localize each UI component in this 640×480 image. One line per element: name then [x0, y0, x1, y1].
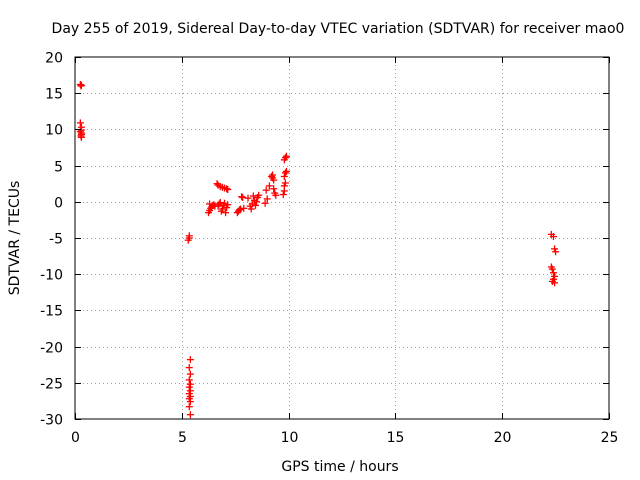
data-point [269, 171, 277, 179]
data-point [240, 204, 248, 212]
data-point [268, 172, 276, 180]
data-point [551, 279, 559, 287]
data-point [263, 195, 271, 203]
data-point [184, 236, 192, 244]
x-tick-label: 20 [494, 430, 512, 446]
data-point [280, 172, 288, 180]
x-tick-label: 5 [178, 430, 187, 446]
data-point [222, 209, 230, 217]
y-tick-label: 15 [45, 87, 63, 103]
data-point [206, 200, 214, 208]
data-point [186, 398, 194, 406]
y-tick-label: -30 [40, 413, 63, 429]
y-tick-label: 5 [54, 160, 63, 176]
data-point [186, 356, 194, 364]
data-point [237, 205, 245, 213]
y-tick-label: 20 [45, 51, 63, 67]
data-point [281, 169, 289, 177]
data-point [185, 364, 193, 372]
data-point [186, 411, 194, 419]
y-tick-label: -25 [40, 377, 63, 393]
x-axis-label: GPS time / hours [281, 459, 398, 475]
x-tick-label: 0 [71, 430, 80, 446]
data-point [185, 376, 193, 384]
y-tick-label: -15 [40, 304, 63, 320]
y-axis-label: SDTVAR / TECUs [7, 181, 23, 296]
data-point [272, 191, 280, 199]
x-tick-label: 25 [601, 430, 619, 446]
data-point [251, 201, 259, 209]
data-point [249, 192, 257, 200]
data-point [270, 176, 278, 184]
data-point [262, 186, 270, 194]
grid [75, 57, 609, 419]
y-tick-label: 10 [45, 123, 63, 139]
data-point [270, 185, 278, 193]
data-point [244, 194, 252, 202]
y-tick-label: -5 [49, 232, 63, 248]
data-point [224, 185, 232, 193]
data-point [77, 133, 85, 141]
chart-title: Day 255 of 2019, Sidereal Day-to-day VTE… [52, 21, 625, 37]
y-tick-label: 0 [54, 196, 63, 212]
y-tick-label: -10 [40, 268, 63, 284]
data-point [210, 201, 218, 209]
data-point [282, 167, 290, 175]
x-tick-label: 15 [387, 430, 405, 446]
data-point [186, 370, 194, 378]
data-point [185, 403, 193, 411]
data-points [76, 81, 560, 419]
data-point [261, 199, 269, 207]
y-tick-label: -20 [40, 341, 63, 357]
axes: 0 5 10 15 20 25 -30 -25 -20 -15 -10 -5 0 5 10 15 20 [40, 51, 618, 447]
data-point [247, 205, 255, 213]
data-point [185, 383, 193, 391]
data-point [548, 265, 556, 273]
data-point [265, 182, 273, 190]
data-point [552, 248, 560, 256]
data-point [279, 191, 287, 199]
data-point [223, 185, 231, 193]
data-point [77, 81, 85, 89]
data-point [281, 179, 289, 187]
data-point [282, 152, 290, 160]
x-tick-label: 10 [281, 430, 299, 446]
data-point [255, 191, 263, 199]
data-point [218, 205, 226, 213]
data-point [239, 193, 247, 201]
data-point [238, 193, 246, 201]
data-point [76, 119, 84, 127]
data-point [549, 233, 557, 241]
data-point [215, 200, 223, 208]
data-point [224, 201, 232, 209]
data-point [248, 200, 256, 208]
data-point [549, 269, 557, 277]
data-point [253, 198, 261, 206]
data-point [235, 206, 243, 214]
data-point [281, 154, 289, 162]
data-point [221, 199, 229, 207]
